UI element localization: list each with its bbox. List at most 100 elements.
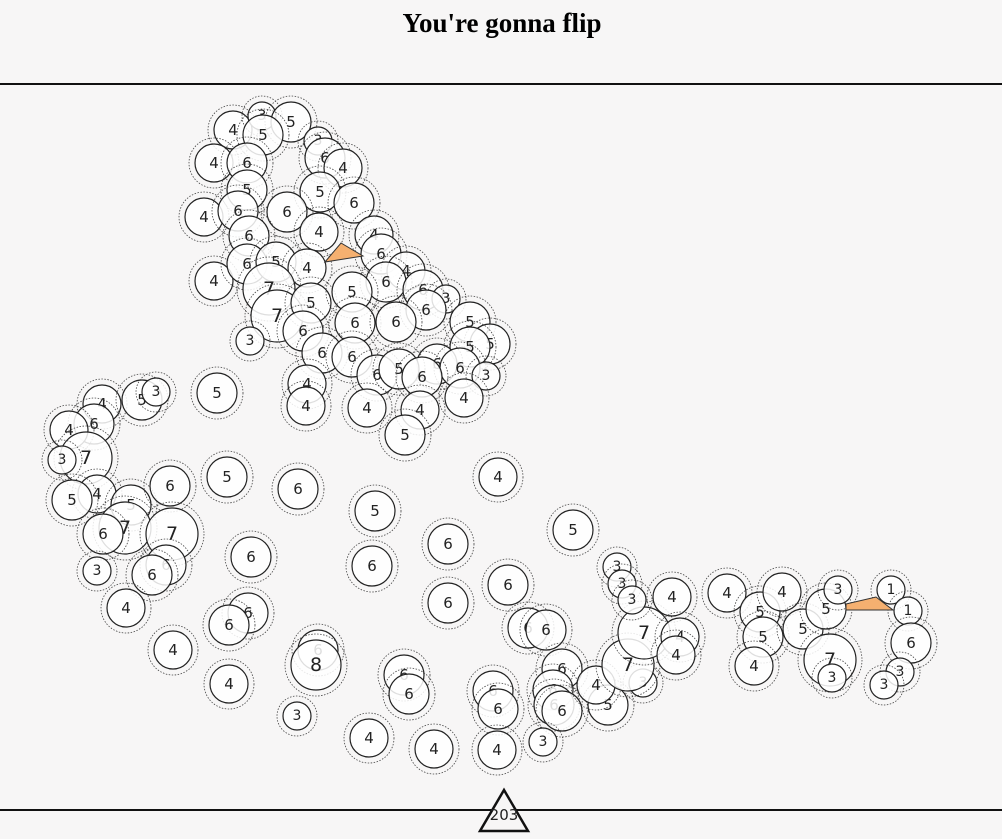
- circle: [282, 701, 312, 731]
- circle-number: 8: [310, 654, 322, 676]
- circle-number: 4: [228, 121, 238, 139]
- circle-halo: [125, 548, 179, 602]
- circle-number: 6: [557, 702, 567, 720]
- circle-halo: [728, 640, 780, 692]
- counter: 203: [490, 806, 519, 824]
- circle-halo: [421, 576, 475, 630]
- circle-number: 4: [302, 375, 312, 393]
- circle: [375, 301, 417, 343]
- title: You're gonna flip: [402, 8, 601, 38]
- circle: [876, 575, 906, 605]
- circle: [82, 556, 112, 586]
- circle-halo: [343, 712, 395, 764]
- circle-halo: [701, 567, 753, 619]
- circle-number: 6: [233, 202, 243, 220]
- circle: [541, 690, 583, 732]
- circle-number: 6: [347, 348, 357, 366]
- circle: [427, 582, 469, 624]
- circle-number: 6: [147, 566, 157, 584]
- circle: [349, 718, 389, 758]
- circle-number: 7: [638, 622, 650, 644]
- circle-number: 5: [242, 181, 252, 199]
- circle: [196, 372, 238, 414]
- circle-number: 4: [199, 208, 209, 226]
- circle: [149, 465, 191, 507]
- circle-number: 6: [443, 594, 453, 612]
- circle-number: 6: [417, 368, 427, 386]
- circle-halo: [211, 184, 265, 238]
- circle-number: 4: [64, 421, 74, 439]
- circle-halo: [817, 569, 859, 611]
- counter-triangle: [477, 787, 531, 833]
- circle-halo: [41, 439, 83, 481]
- circle-number: 6: [404, 685, 414, 703]
- circle-number: 4: [302, 259, 312, 277]
- circle: [388, 673, 430, 715]
- circle-halo: [139, 501, 205, 567]
- circle-halo: [345, 539, 399, 593]
- circle-number: 6: [293, 480, 303, 498]
- circle-number: 4: [168, 641, 178, 659]
- circle-number: 5: [400, 426, 410, 444]
- circle: [47, 445, 77, 475]
- circle-number: 3: [880, 677, 889, 693]
- circle-number: 5: [603, 696, 613, 714]
- circle: [51, 479, 93, 521]
- circle-number: 6: [317, 344, 327, 362]
- circle-number: 4: [415, 401, 425, 419]
- circle-halo: [202, 598, 256, 652]
- circle-number: 3: [152, 384, 161, 400]
- circle-number: 7: [80, 447, 92, 469]
- circle-halo: [147, 624, 199, 676]
- circle-halo: [220, 163, 274, 217]
- circle-halo: [220, 136, 274, 190]
- circle-halo: [408, 723, 460, 775]
- circle: [230, 536, 272, 578]
- circle-number: 4: [722, 584, 732, 602]
- circle-halo: [884, 616, 938, 670]
- circle-halo: [76, 507, 130, 561]
- circle-number: 5: [212, 384, 222, 402]
- circle-halo: [421, 517, 475, 571]
- circle-halo: [756, 566, 808, 618]
- circle-halo: [260, 185, 314, 239]
- circle-number: 4: [591, 676, 601, 694]
- circle-halo: [472, 451, 524, 503]
- circle-halo: [280, 380, 332, 432]
- circle-halo: [546, 503, 600, 557]
- circle-number: 7: [166, 523, 178, 545]
- circle-number: 3: [613, 559, 622, 575]
- circle: [82, 513, 124, 555]
- wedge: [323, 242, 365, 263]
- circle-number: 4: [459, 389, 469, 407]
- circle-number: 6: [349, 194, 359, 212]
- circle-number: 6: [243, 604, 253, 622]
- circle-number: 1: [887, 582, 896, 598]
- circle-number: 3: [246, 333, 255, 349]
- circle: [478, 457, 518, 497]
- circle: [206, 456, 248, 498]
- circle: [762, 572, 802, 612]
- circle-halo: [327, 176, 381, 230]
- circle-halo: [863, 664, 905, 706]
- circle-number: 5: [271, 253, 281, 271]
- circle: [141, 377, 171, 407]
- circle: [477, 730, 517, 770]
- circle: [552, 509, 594, 551]
- circle: [384, 414, 426, 456]
- board: 4355364465564666446465446775563636665556…: [41, 95, 938, 776]
- circle-number: 6: [242, 154, 252, 172]
- circle-halo: [535, 684, 589, 738]
- circle: [347, 388, 387, 428]
- circle-halo: [522, 721, 564, 763]
- circle-number: 4: [121, 599, 131, 617]
- circle-number: 6: [224, 616, 234, 634]
- circle-halo: [378, 408, 432, 462]
- circle: [209, 664, 249, 704]
- circle-number: 6: [541, 621, 551, 639]
- circle-halo: [369, 295, 423, 349]
- circle-number: 4: [493, 468, 503, 486]
- circle-number: 3: [834, 582, 843, 598]
- circle-halo: [611, 579, 653, 621]
- circle-halo: [104, 478, 158, 532]
